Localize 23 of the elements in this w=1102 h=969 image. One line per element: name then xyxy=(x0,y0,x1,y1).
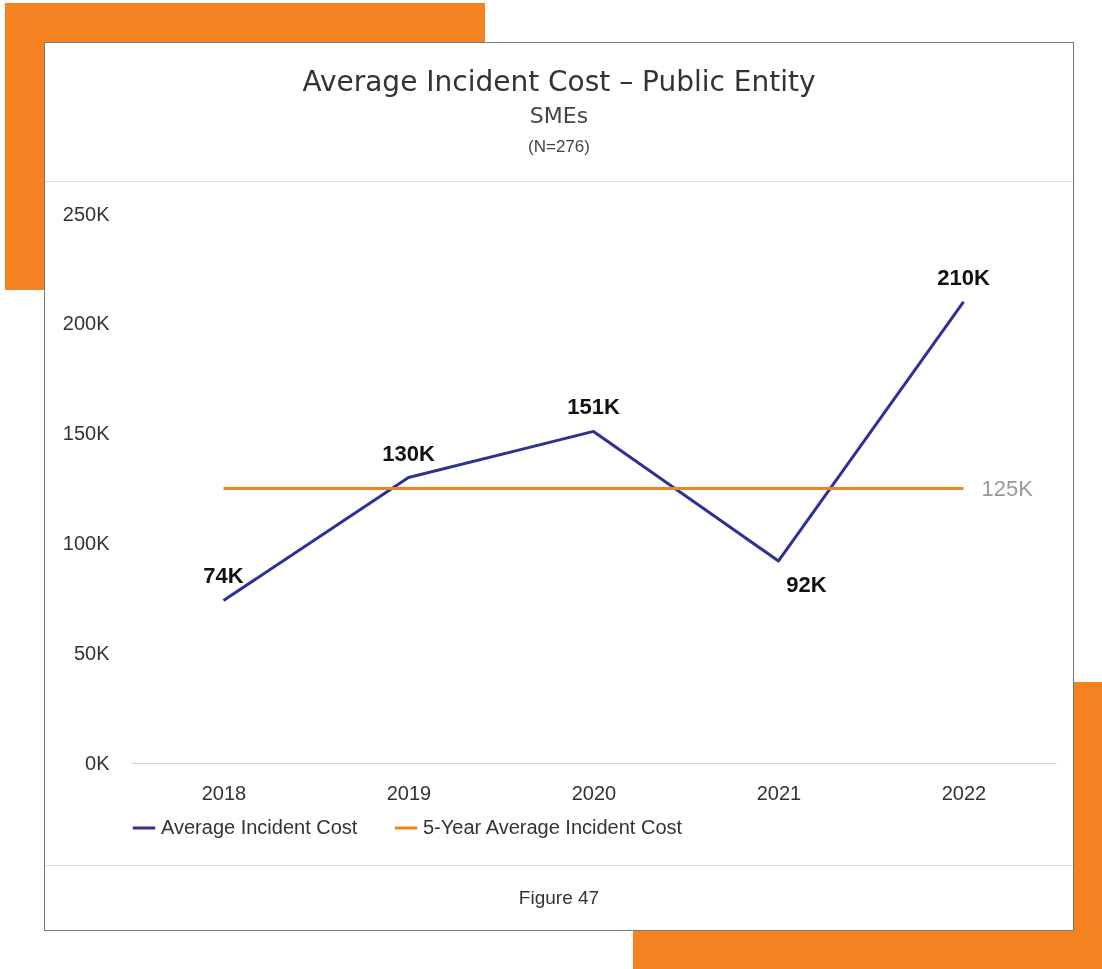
chart-title: Average Incident Cost – Public Entity xyxy=(301,65,817,98)
y-tick-label: 250K xyxy=(62,202,111,225)
y-tick-label: 150K xyxy=(62,422,111,445)
data-label: 92K xyxy=(786,571,827,597)
y-tick-label: 100K xyxy=(62,531,111,554)
x-tick-label: 2018 xyxy=(201,781,247,804)
chart-subtitle: SMEs xyxy=(528,103,590,128)
caption: Figure 47 xyxy=(517,887,601,909)
x-tick-label: 2022 xyxy=(941,781,987,804)
data-label: 210K xyxy=(937,264,990,290)
y-tick-label: 0K xyxy=(85,751,111,774)
legend-label: 5-Year Average Incident Cost xyxy=(423,816,683,838)
y-tick-label: 50K xyxy=(73,641,111,664)
x-tick-label: 2019 xyxy=(386,781,432,804)
data-label: 130K xyxy=(382,440,435,466)
x-tick-label: 2020 xyxy=(571,781,617,804)
text: (N=276) xyxy=(527,137,591,157)
legend-label: Average Incident Cost xyxy=(161,816,358,838)
data-label: 151K xyxy=(567,394,620,420)
x-tick-label: 2021 xyxy=(756,781,802,804)
y-tick-label: 200K xyxy=(62,312,111,335)
data-label: 74K xyxy=(203,563,244,589)
data-label: 125K xyxy=(981,475,1034,501)
